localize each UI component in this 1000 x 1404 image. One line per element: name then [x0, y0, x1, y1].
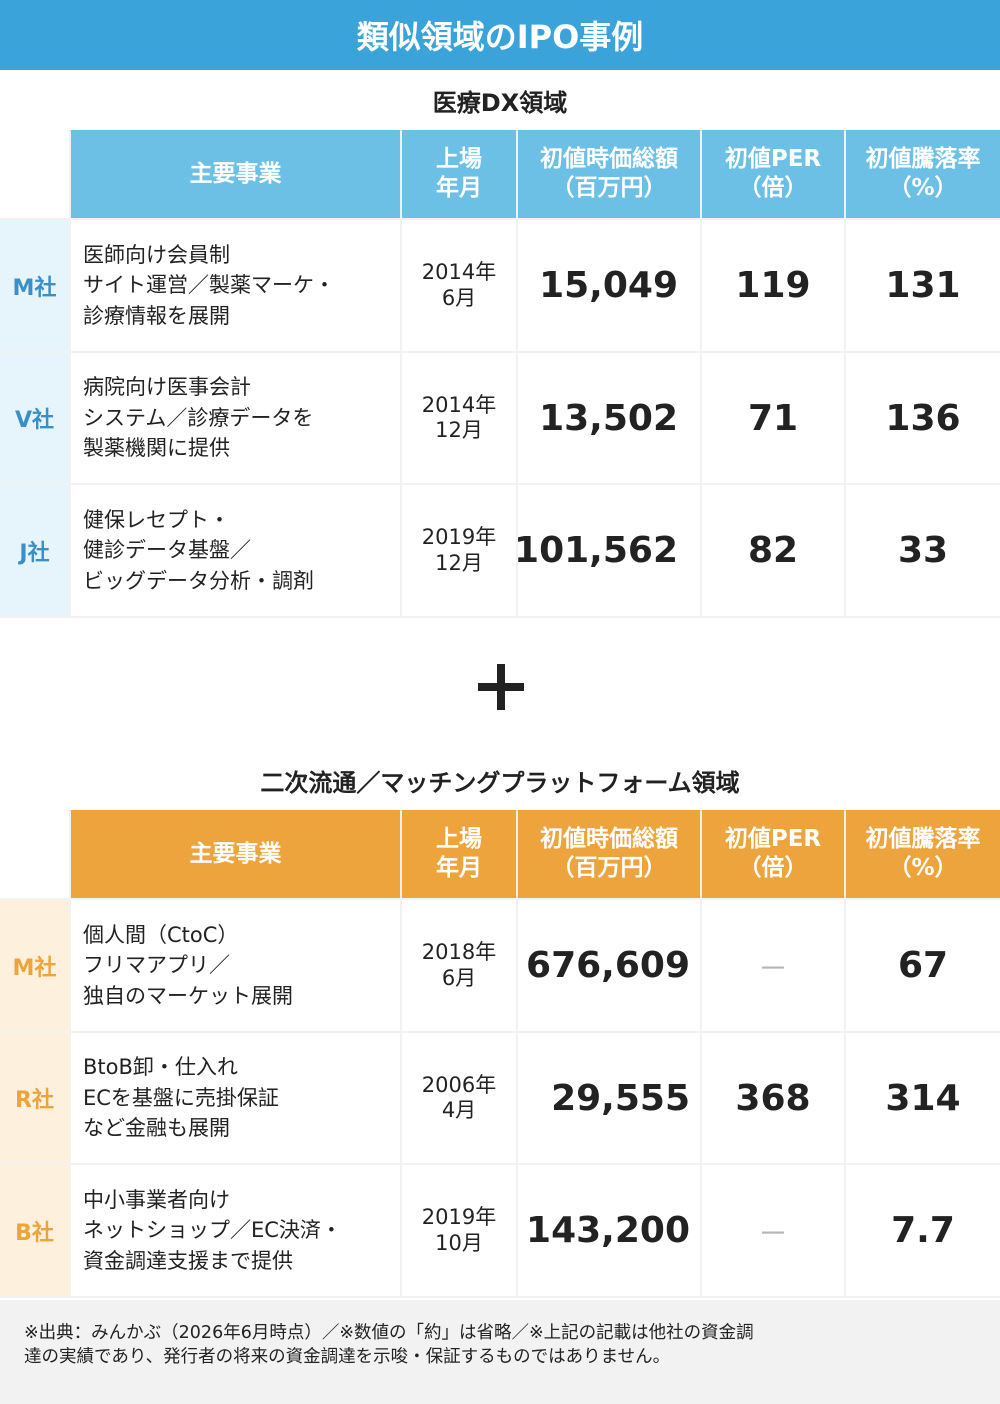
listing-date: 2006年 4月 [402, 1033, 516, 1163]
listing-date: 2018年 6月 [402, 900, 516, 1031]
company-label: B社 [0, 1165, 69, 1296]
market-cap-value: 143,200 [518, 1165, 700, 1296]
per-value: － [702, 900, 844, 1031]
market-cap-value: 676,609 [518, 900, 700, 1031]
business-description: 医師向け会員制 サイト運営／製薬マーケ・ 診療情報を展開 [71, 220, 400, 351]
per-value: 71 [702, 353, 844, 483]
per-value: 82 [702, 485, 844, 616]
listing-date: 2019年 10月 [402, 1165, 516, 1296]
header-per: 初値PER （倍） [702, 810, 844, 898]
section-title: 医療DX領域 [0, 70, 1000, 131]
market-cap-value: 101,562 [514, 485, 700, 616]
per-value: － [702, 1165, 844, 1296]
rise-rate-value: 67 [846, 900, 1000, 1031]
listing-date: 2014年 6月 [402, 220, 516, 351]
header-rise-rate: 初値騰落率 （%） [846, 810, 1000, 898]
header-market-cap: 初値時価総額 （百万円） [518, 130, 700, 218]
rise-rate-value: 7.7 [846, 1165, 1000, 1296]
company-label: V社 [0, 353, 69, 483]
business-description: 中小事業者向け ネットショップ／EC決済・ 資金調達支援まで提供 [71, 1165, 400, 1296]
section-secondary-market: 二次流通／マッチングプラットフォーム領域 主要事業 上場 年月 初値時価総額 （百万… [0, 750, 1000, 1298]
header-per: 初値PER （倍） [702, 130, 844, 218]
plus-icon-bar [497, 664, 505, 710]
header-listing-date: 上場 年月 [402, 130, 516, 218]
header-business: 主要事業 [71, 130, 400, 218]
disclaimer-note: ※出典：みんかぶ（2026年6月時点）／※数値の「約」は省略／※上記の記載は他社… [0, 1300, 1000, 1404]
header-market-cap: 初値時価総額 （百万円） [518, 810, 700, 898]
business-description: BtoB卸・仕入れ ECを基盤に売掛保証 など金融も展開 [71, 1033, 400, 1163]
market-cap-value: 29,555 [518, 1033, 700, 1163]
per-value: 368 [702, 1033, 844, 1163]
section-medical-dx: 医療DX領域 主要事業 上場 年月 初値時価総額 （百万円） 初値PER （倍） 初値… [0, 70, 1000, 618]
section-title: 二次流通／マッチングプラットフォーム領域 [0, 750, 1000, 811]
listing-date: 2019年 12月 [402, 485, 516, 616]
disclaimer-line: 達の実績であり、発行者の将来の資金調達を示唆・保証するものではありません。 [24, 1346, 671, 1367]
header-listing-date: 上場 年月 [402, 810, 516, 898]
rise-rate-value: 131 [846, 220, 1000, 351]
rise-rate-value: 136 [846, 353, 1000, 483]
header-business: 主要事業 [71, 810, 400, 898]
market-cap-value: 15,049 [518, 220, 700, 351]
listing-date: 2014年 12月 [402, 353, 516, 483]
company-label: J社 [0, 485, 69, 616]
business-description: 病院向け医事会計 システム／診療データを 製薬機関に提供 [71, 353, 400, 483]
business-description: 健保レセプト・ 健診データ基盤／ ビッグデータ分析・調剤 [71, 485, 400, 616]
company-label: M社 [0, 220, 69, 351]
disclaimer-line: ※出典：みんかぶ（2026年6月時点）／※数値の「約」は省略／※上記の記載は他社… [24, 1323, 754, 1343]
business-description: 個人間（CtoC） フリマアプリ／ 独自のマーケット展開 [71, 900, 400, 1031]
per-value: 119 [702, 220, 844, 351]
company-label: R社 [0, 1033, 69, 1163]
rise-rate-value: 33 [846, 485, 1000, 616]
header-corner [0, 810, 69, 898]
company-label: M社 [0, 900, 69, 1031]
rise-rate-value: 314 [846, 1033, 1000, 1163]
header-rise-rate: 初値騰落率 （%） [846, 130, 1000, 218]
header-corner [0, 130, 69, 218]
page-title: 類似領域のIPO事例 [0, 0, 1000, 70]
market-cap-value: 13,502 [518, 353, 700, 483]
